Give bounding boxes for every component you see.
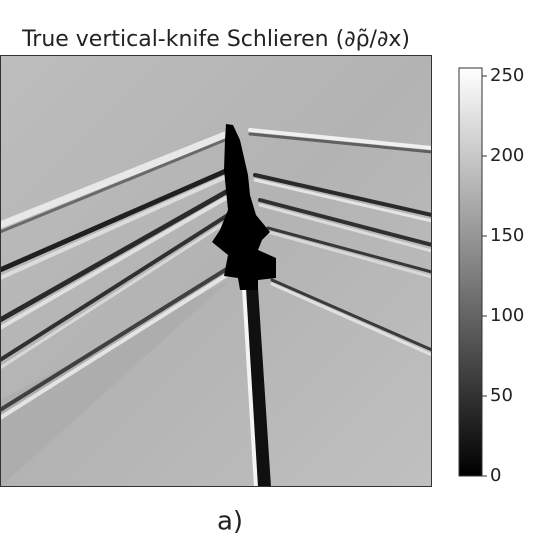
- colorbar-tick-label: 200: [490, 145, 524, 166]
- colorbar: [458, 67, 483, 477]
- schlieren-image: [0, 55, 432, 487]
- image-frame: [0, 55, 432, 487]
- colorbar-tick-label: 250: [490, 65, 524, 86]
- caption: a): [217, 507, 243, 537]
- colorbar-tick-label: 150: [490, 225, 524, 246]
- colorbar-tick-label: 50: [490, 385, 513, 406]
- chart-title: True vertical-knife Schlieren (∂ρ̃/∂x): [21, 27, 410, 52]
- colorbar-tick-label: 0: [490, 465, 501, 486]
- colorbar-tick-label: 100: [490, 305, 524, 326]
